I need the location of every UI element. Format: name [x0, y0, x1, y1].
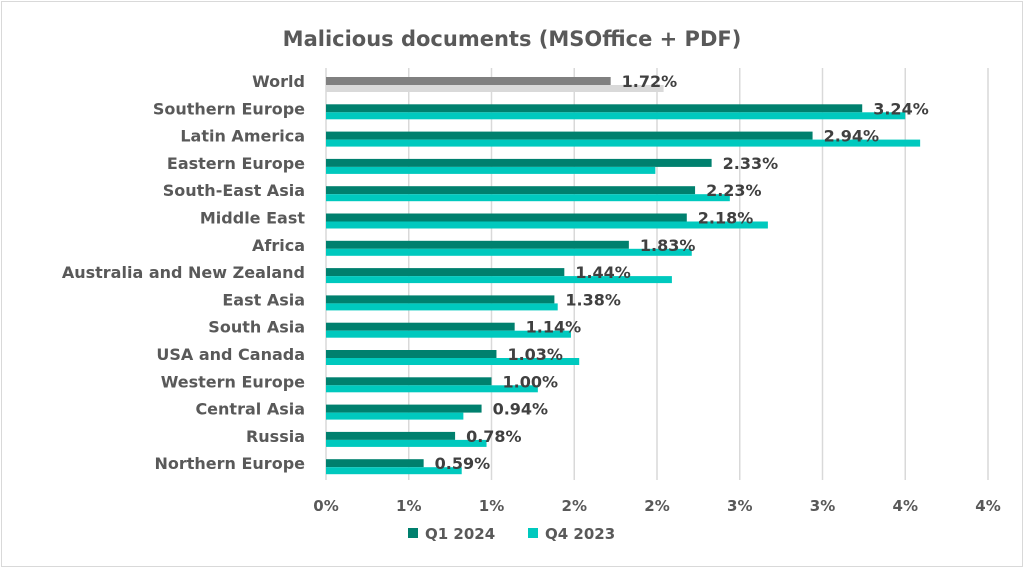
- x-tick-label: 3%: [810, 497, 835, 515]
- x-tick-label: 1%: [479, 497, 504, 515]
- bar-q1-2024: [326, 186, 696, 195]
- bar-q4-2023: [326, 412, 464, 420]
- bar-q1-2024: [326, 104, 863, 113]
- legend-label-q1: Q1 2024: [425, 525, 495, 543]
- category-label: Northern Europe: [154, 454, 305, 473]
- bar-q1-2024: [326, 77, 611, 85]
- data-label: 1.83%: [640, 236, 696, 255]
- bar-q4-2023: [326, 330, 571, 338]
- legend-swatch-q4: [528, 528, 538, 538]
- data-label: 1.03%: [507, 345, 563, 364]
- bar-q4-2023: [326, 85, 664, 92]
- data-label: 0.78%: [466, 427, 522, 446]
- bar-q1-2024: [326, 350, 497, 358]
- x-tick-label: 3%: [727, 497, 752, 515]
- bar-q4-2023: [326, 194, 730, 202]
- x-tick-label: 4%: [975, 497, 1000, 515]
- bar-q1-2024: [326, 213, 687, 222]
- bar-q4-2023: [326, 221, 768, 229]
- data-label: 0.94%: [493, 400, 549, 419]
- bar-q4-2023: [326, 276, 672, 284]
- bar-q1-2024: [326, 377, 492, 386]
- category-label: World: [252, 72, 305, 91]
- legend-swatch-q1: [408, 528, 418, 538]
- category-label: USA and Canada: [156, 345, 305, 364]
- category-label: Latin America: [180, 127, 305, 146]
- bar-q1-2024: [326, 459, 424, 468]
- bar-q4-2023: [326, 112, 906, 120]
- x-tick-label: 2%: [644, 497, 669, 515]
- bar-q1-2024: [326, 268, 565, 277]
- legend-label-q4: Q4 2023: [545, 525, 615, 543]
- data-label: 1.44%: [575, 263, 631, 282]
- data-label: 2.23%: [706, 181, 762, 200]
- bar-q4-2023: [326, 385, 538, 393]
- bar-q4-2023: [326, 139, 921, 147]
- category-label: South-East Asia: [163, 181, 305, 200]
- data-label: 2.18%: [698, 209, 754, 228]
- data-label: 1.72%: [622, 72, 678, 91]
- category-label: Middle East: [200, 209, 305, 228]
- data-label: 1.38%: [565, 290, 621, 309]
- category-label: Russia: [246, 427, 305, 446]
- bar-q4-2023: [326, 467, 462, 475]
- chart-title: Malicious documents (MSOffice + PDF): [283, 27, 742, 51]
- x-tick-label: 2%: [562, 497, 587, 515]
- category-label: Africa: [252, 236, 305, 255]
- bar-q1-2024: [326, 131, 813, 140]
- bar-q4-2023: [326, 303, 558, 311]
- bar-q1-2024: [326, 322, 515, 331]
- category-label: Eastern Europe: [167, 154, 305, 173]
- category-label: Southern Europe: [153, 99, 305, 118]
- data-label: 3.24%: [873, 99, 929, 118]
- category-label: East Asia: [222, 290, 305, 309]
- bar-q1-2024: [326, 431, 456, 440]
- legend: Q1 2024 Q4 2023: [408, 525, 615, 543]
- bar-q1-2024: [326, 404, 482, 413]
- x-tick-label: 0%: [313, 497, 338, 515]
- category-label: Australia and New Zealand: [62, 263, 305, 282]
- bar-q1-2024: [326, 158, 712, 167]
- data-label: 2.33%: [723, 154, 779, 173]
- x-tick-label: 1%: [396, 497, 421, 515]
- bar-q4-2023: [326, 166, 656, 174]
- category-label: Central Asia: [195, 400, 305, 419]
- bar-q4-2023: [326, 248, 692, 256]
- bar-q1-2024: [326, 240, 629, 249]
- bar-q1-2024: [326, 295, 555, 304]
- data-label: 0.59%: [435, 454, 491, 473]
- data-label: 1.14%: [526, 318, 582, 337]
- category-label: Western Europe: [161, 372, 305, 391]
- bar-q4-2023: [326, 439, 487, 447]
- bar-q4-2023: [326, 358, 580, 365]
- x-tick-label: 4%: [893, 497, 918, 515]
- data-label: 1.00%: [503, 372, 559, 391]
- category-label: South Asia: [208, 318, 305, 337]
- data-label: 2.94%: [824, 127, 880, 146]
